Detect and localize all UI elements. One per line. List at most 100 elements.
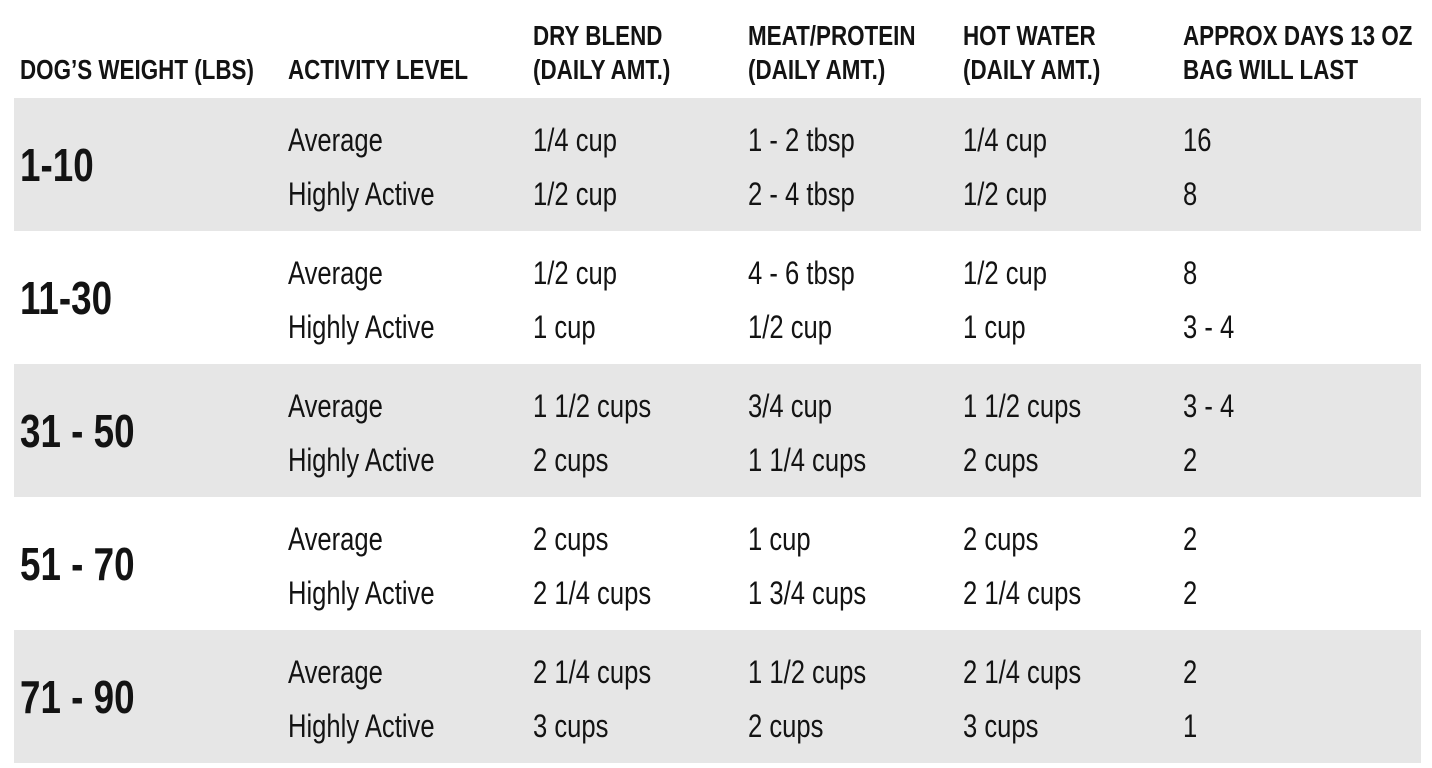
activity-highly-active: Highly Active — [288, 575, 435, 611]
activity-highly-active: Highly Active — [288, 176, 435, 212]
days-cell: 8 3 - 4 — [1177, 241, 1421, 354]
days-highly-active: 8 — [1183, 176, 1198, 212]
col-header-activity-level: ACTIVITY LEVEL — [282, 0, 527, 98]
dry-blend-average: 1/2 cup — [533, 255, 617, 291]
hot-water-highly-active: 1 cup — [963, 309, 1026, 345]
hot-water-cell: 1/4 cup 1/2 cup — [957, 108, 1177, 221]
table-row-51-70: 51 - 70 Average Highly Active 2 cups 2 1… — [14, 497, 1421, 630]
col-header-label: APPROX DAYS 13 OZ — [1183, 20, 1413, 51]
meat-protein-average: 1 1/2 cups — [748, 654, 867, 690]
days-cell: 3 - 4 2 — [1177, 374, 1421, 487]
col-header-label: HOT WATER — [963, 20, 1096, 51]
hot-water-highly-active: 3 cups — [963, 708, 1039, 744]
days-average: 2 — [1183, 521, 1198, 557]
weight-cell: 71 - 90 — [14, 670, 282, 724]
col-header-sublabel: BAG WILL LAST — [1183, 54, 1359, 85]
col-header-approx-days: APPROX DAYS 13 OZ BAG WILL LAST — [1177, 0, 1432, 98]
activity-highly-active: Highly Active — [288, 708, 435, 744]
meat-protein-cell: 1 1/2 cups 2 cups — [742, 640, 957, 753]
weight-range: 11-30 — [20, 271, 113, 324]
meat-protein-highly-active: 1 3/4 cups — [748, 575, 867, 611]
col-header-sublabel: (DAILY AMT.) — [533, 54, 671, 85]
weight-range: 51 - 70 — [20, 537, 135, 590]
activity-cell: Average Highly Active — [282, 108, 527, 221]
col-header-label: DOG’S WEIGHT (LBS) — [20, 54, 254, 85]
meat-protein-cell: 1 cup 1 3/4 cups — [742, 507, 957, 620]
weight-range: 1-10 — [20, 138, 94, 191]
meat-protein-cell: 3/4 cup 1 1/4 cups — [742, 374, 957, 487]
col-header-label: MEAT/PROTEIN — [748, 20, 916, 51]
hot-water-average: 1/4 cup — [963, 122, 1047, 158]
col-header-label: DRY BLEND — [533, 20, 663, 51]
weight-range: 71 - 90 — [20, 670, 135, 723]
days-cell: 16 8 — [1177, 108, 1421, 221]
hot-water-average: 1 1/2 cups — [963, 388, 1082, 424]
table-row-31-50: 31 - 50 Average Highly Active 1 1/2 cups… — [14, 364, 1421, 497]
col-header-dry-blend: DRY BLEND (DAILY AMT.) — [527, 0, 742, 98]
days-cell: 2 2 — [1177, 507, 1421, 620]
activity-average: Average — [288, 255, 383, 291]
activity-cell: Average Highly Active — [282, 374, 527, 487]
table-row-1-10: 1-10 Average Highly Active 1/4 cup 1/2 c… — [14, 98, 1421, 231]
days-highly-active: 3 - 4 — [1183, 309, 1235, 345]
hot-water-cell: 2 cups 2 1/4 cups — [957, 507, 1177, 620]
meat-protein-average: 4 - 6 tbsp — [748, 255, 855, 291]
col-header-sublabel: (DAILY AMT.) — [963, 54, 1101, 85]
days-highly-active: 2 — [1183, 442, 1198, 478]
weight-cell: 1-10 — [14, 138, 282, 192]
days-highly-active: 1 — [1183, 708, 1198, 744]
weight-range: 31 - 50 — [20, 404, 135, 457]
weight-cell: 51 - 70 — [14, 537, 282, 591]
days-average: 3 - 4 — [1183, 388, 1235, 424]
activity-cell: Average Highly Active — [282, 507, 527, 620]
meat-protein-cell: 4 - 6 tbsp 1/2 cup — [742, 241, 957, 354]
hot-water-average: 2 1/4 cups — [963, 654, 1082, 690]
dry-blend-cell: 2 1/4 cups 3 cups — [527, 640, 742, 753]
dry-blend-average: 1 1/2 cups — [533, 388, 652, 424]
dry-blend-average: 2 1/4 cups — [533, 654, 652, 690]
meat-protein-highly-active: 2 cups — [748, 708, 824, 744]
activity-highly-active: Highly Active — [288, 309, 435, 345]
meat-protein-cell: 1 - 2 tbsp 2 - 4 tbsp — [742, 108, 957, 221]
meat-protein-average: 1 - 2 tbsp — [748, 122, 855, 158]
dry-blend-highly-active: 1 cup — [533, 309, 596, 345]
col-header-dogs-weight: DOG’S WEIGHT (LBS) — [14, 0, 282, 98]
table-row-11-30: 11-30 Average Highly Active 1/2 cup 1 cu… — [14, 231, 1421, 364]
dry-blend-average: 1/4 cup — [533, 122, 617, 158]
days-average: 2 — [1183, 654, 1198, 690]
meat-protein-highly-active: 1 1/4 cups — [748, 442, 867, 478]
dry-blend-average: 2 cups — [533, 521, 609, 557]
hot-water-highly-active: 2 cups — [963, 442, 1039, 478]
weight-cell: 11-30 — [14, 271, 282, 325]
activity-highly-active: Highly Active — [288, 442, 435, 478]
col-header-sublabel: (DAILY AMT.) — [748, 54, 886, 85]
dry-blend-highly-active: 2 cups — [533, 442, 609, 478]
col-header-label: ACTIVITY LEVEL — [288, 54, 469, 85]
dry-blend-cell: 1/2 cup 1 cup — [527, 241, 742, 354]
activity-average: Average — [288, 654, 383, 690]
activity-average: Average — [288, 122, 383, 158]
activity-average: Average — [288, 521, 383, 557]
col-header-hot-water: HOT WATER (DAILY AMT.) — [957, 0, 1177, 98]
dry-blend-cell: 1 1/2 cups 2 cups — [527, 374, 742, 487]
dry-blend-cell: 1/4 cup 1/2 cup — [527, 108, 742, 221]
dry-blend-highly-active: 3 cups — [533, 708, 609, 744]
hot-water-average: 1/2 cup — [963, 255, 1047, 291]
dry-blend-highly-active: 1/2 cup — [533, 176, 617, 212]
hot-water-cell: 1/2 cup 1 cup — [957, 241, 1177, 354]
days-highly-active: 2 — [1183, 575, 1198, 611]
activity-average: Average — [288, 388, 383, 424]
meat-protein-average: 1 cup — [748, 521, 811, 557]
weight-cell: 31 - 50 — [14, 404, 282, 458]
hot-water-average: 2 cups — [963, 521, 1039, 557]
days-cell: 2 1 — [1177, 640, 1421, 753]
table-header-row: DOG’S WEIGHT (LBS) ACTIVITY LEVEL DRY BL… — [14, 0, 1421, 98]
meat-protein-highly-active: 2 - 4 tbsp — [748, 176, 855, 212]
dry-blend-cell: 2 cups 2 1/4 cups — [527, 507, 742, 620]
activity-cell: Average Highly Active — [282, 241, 527, 354]
days-average: 16 — [1183, 122, 1212, 158]
hot-water-highly-active: 1/2 cup — [963, 176, 1047, 212]
col-header-meat-protein: MEAT/PROTEIN (DAILY AMT.) — [742, 0, 957, 98]
hot-water-cell: 2 1/4 cups 3 cups — [957, 640, 1177, 753]
